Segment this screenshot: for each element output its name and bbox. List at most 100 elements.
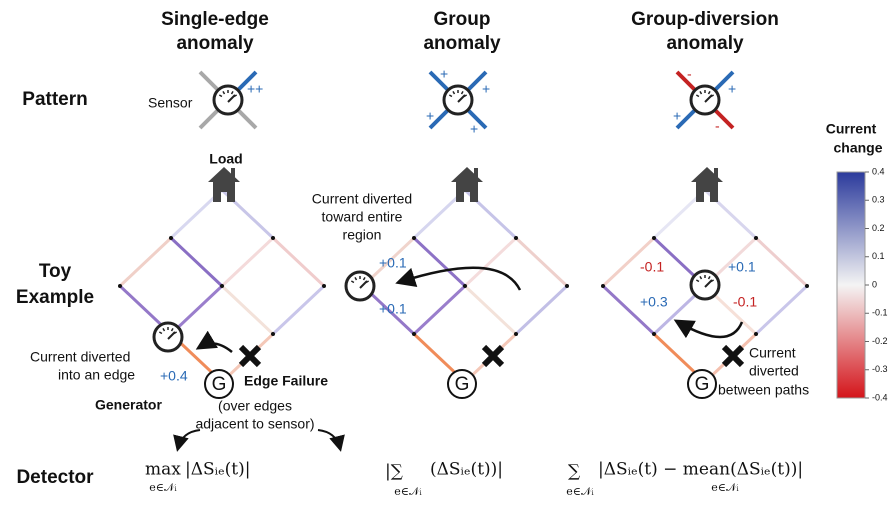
gauge-tick [460,90,464,95]
colorbar-tick-label: 0.3 [872,195,885,205]
sign: ++ [247,81,263,97]
failure-mark [481,344,505,368]
sensor [212,84,244,116]
node [220,284,224,288]
grid-edge [754,236,809,288]
grid-edge [412,236,467,288]
sign: - [687,66,692,82]
grid-edge [169,236,224,288]
gauge-tick [170,327,174,332]
failure-mark [238,344,262,368]
colorbar-tick-label: -0.2 [872,336,888,346]
sign: + [426,108,434,124]
value-label: +0.1 [379,301,407,317]
grid-edge [463,284,518,336]
arrow [195,330,233,353]
node [118,284,122,288]
sign: + [673,108,681,124]
sensor [344,270,376,302]
node [271,236,275,240]
note: Current diverted [312,191,412,207]
note: (over edges [218,398,292,414]
gauge-tick [695,94,700,98]
formula-body: |ΔSᵢₑ(t) − mean(ΔSᵢₑ(t))| [598,460,803,480]
generator-letter: G [695,374,710,395]
gauge-tick [448,94,453,98]
grid-edge [220,236,275,288]
arrow [395,266,522,291]
colorbar-tick-label: 0 [872,279,877,289]
note: diverted [749,363,799,379]
sign: + [440,66,448,82]
gauge-tick [452,90,456,95]
gauge-tick [707,275,711,280]
node [754,236,758,240]
gauge-tick [218,94,223,98]
gauge-needle [704,279,713,288]
row-label: Pattern [22,89,87,110]
header: anomaly [666,33,744,54]
sensor [152,321,184,353]
node [754,332,758,336]
formula-sub: e∈𝒩ᵢ [149,481,177,494]
row-label: Toy [39,261,72,282]
note: region [343,227,382,243]
arrow [673,319,744,339]
header: Group [434,9,491,30]
gauge-tick [350,280,355,284]
node [601,284,605,288]
node [514,332,518,336]
gauge-tick [162,327,166,332]
generator [687,369,717,399]
row-label: Example [16,287,94,308]
grid-edge [220,284,275,336]
grid-edge [514,236,569,288]
node [169,236,173,240]
note: adjacent to sensor) [195,416,314,432]
failure-label: Edge Failure [244,373,328,389]
gauge-tick [158,331,163,335]
gauge-needle [457,94,466,103]
load-icon [691,167,723,202]
gauge-tick [699,90,703,95]
node [652,332,656,336]
grid-edge [169,284,224,336]
sign: + [482,81,490,97]
generator-letter: G [455,374,470,395]
formula-op: ∑ [568,462,580,482]
value-label: -0.1 [640,259,664,275]
arrow [173,429,201,452]
failure-mark [721,344,745,368]
grid-edge [271,284,326,336]
gauge-needle [359,280,368,289]
value-label: +0.1 [379,255,407,271]
node [412,236,416,240]
value-label: -0.1 [733,294,757,310]
node [322,284,326,288]
gauge-tick [695,279,700,283]
grid-edge [118,236,173,288]
row-label: Detector [16,467,94,488]
gauge-needle [167,331,176,340]
arrow [317,429,345,452]
colorbar-tick-label: -0.1 [872,308,888,318]
colorbar-tick-label: 0.4 [872,166,885,176]
value-label: +0.4 [160,368,188,384]
header: anomaly [423,33,501,54]
sign: + [728,81,736,97]
generator [204,369,234,399]
header: Single-edge [161,9,269,30]
node [565,284,569,288]
gauge-tick [222,90,226,95]
grid-edge [514,284,569,336]
note: into an edge [58,367,135,383]
value-label: +0.3 [640,294,668,310]
note: Current [749,345,796,361]
formula-body: |ΔSᵢₑ(t)| [185,460,250,480]
node [412,332,416,336]
colorbar [836,171,866,399]
grid-edge [412,284,467,336]
colorbar-tick-label: -0.4 [872,392,888,402]
colorbar-title: Current [826,121,877,137]
